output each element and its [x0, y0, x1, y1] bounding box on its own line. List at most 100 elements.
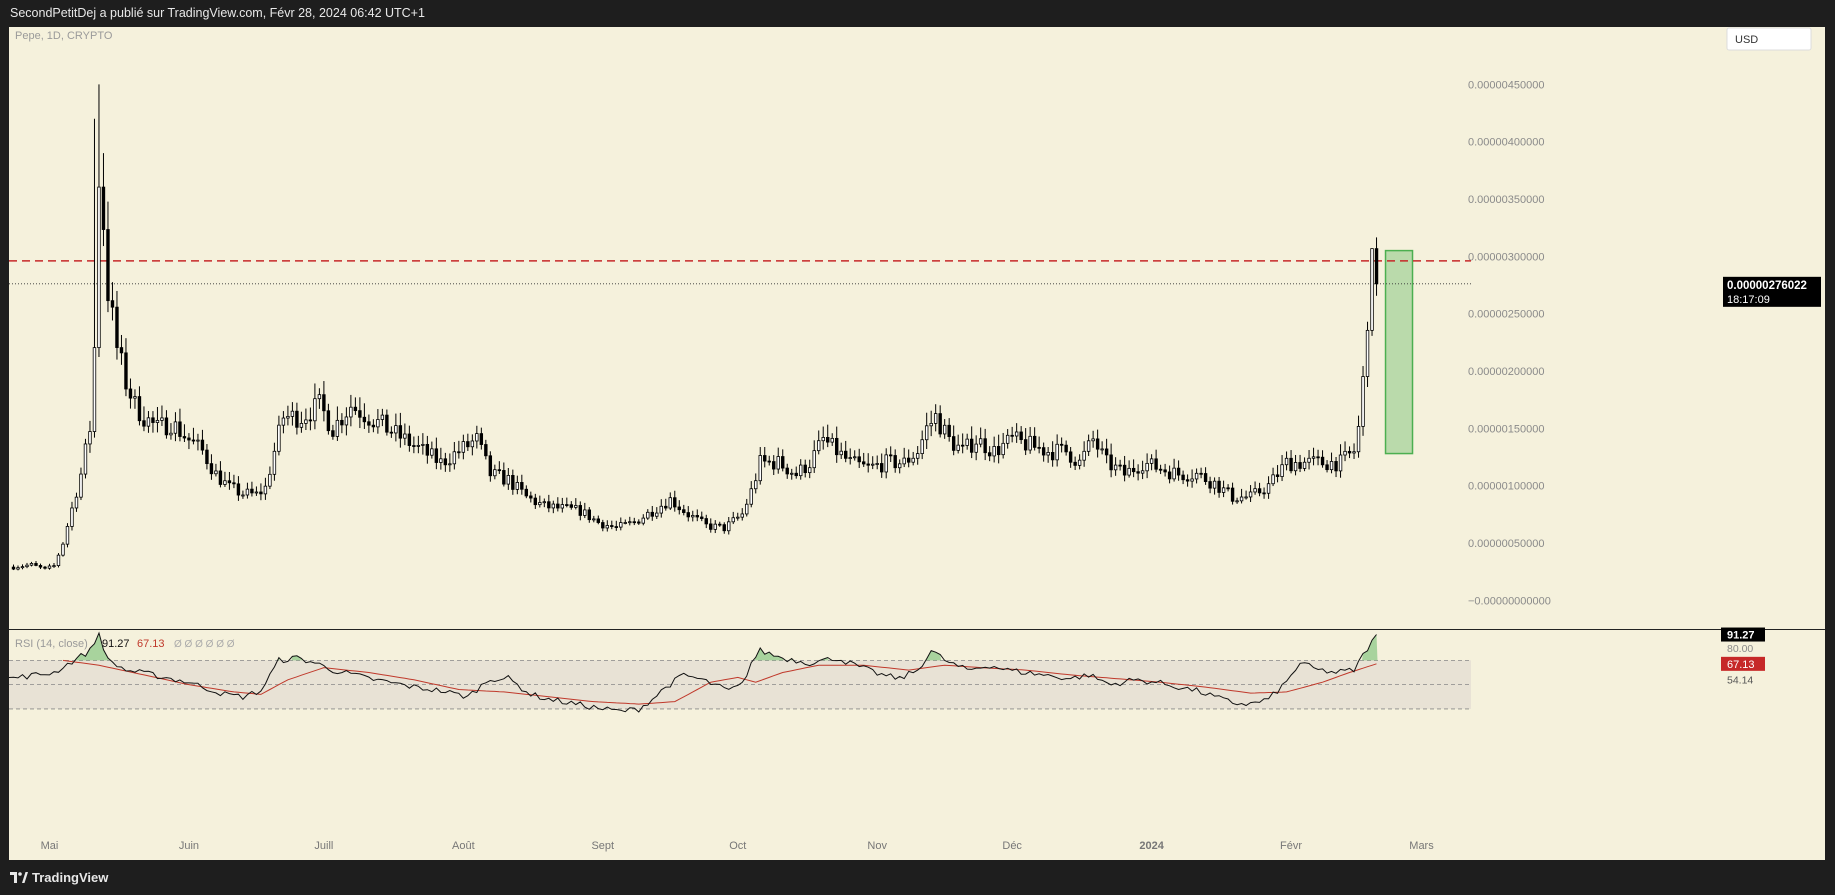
candle-body-up	[146, 417, 151, 427]
candle	[448, 453, 452, 472]
candle	[578, 501, 583, 521]
candle	[1235, 497, 1239, 504]
candle	[713, 520, 717, 534]
candle-body-down	[709, 523, 713, 530]
candle-body-up	[713, 523, 717, 530]
candle-body-down	[835, 437, 839, 456]
candle-body-down	[987, 452, 992, 457]
candle	[605, 520, 609, 532]
candle-body-up	[1293, 462, 1298, 472]
candle-body-up	[16, 567, 20, 570]
rsi-overbought-fill	[790, 658, 793, 661]
candle	[902, 447, 906, 468]
candle-body-down	[322, 394, 326, 412]
candle-body-up	[758, 455, 762, 482]
candle-body-up	[196, 439, 200, 442]
candle	[205, 444, 209, 470]
candle-body-up	[628, 521, 632, 524]
candle	[888, 446, 893, 462]
candle	[650, 505, 654, 521]
candle-body-down	[1257, 488, 1262, 494]
candle	[1293, 454, 1298, 476]
candle	[1023, 428, 1028, 456]
candle	[619, 517, 623, 531]
chart-frame[interactable]: 0.00000450000 0.00000400000 0.00000350000 0…	[9, 27, 1825, 860]
candle-body-down	[178, 421, 182, 437]
candle-body-up	[268, 473, 272, 487]
candle-body-down	[1131, 467, 1136, 473]
candle-body-up	[88, 431, 92, 445]
candle-body-up	[430, 448, 434, 456]
candle-body-up	[965, 438, 969, 446]
tradingview-logo[interactable]: TradingView	[10, 870, 108, 885]
candle-body-up	[1280, 464, 1284, 477]
candle-body-up	[349, 406, 353, 418]
candle-body-up	[1338, 454, 1343, 472]
candle-body-up	[641, 517, 645, 524]
candle-body-up	[821, 437, 825, 442]
candle	[340, 413, 344, 434]
candle-body-up	[929, 423, 933, 427]
candle	[704, 514, 708, 529]
candle-body-down	[1262, 492, 1266, 495]
candle	[1374, 237, 1379, 296]
chart-svg[interactable]: 0.00000450000 0.00000400000 0.00000350000 0…	[9, 27, 1825, 860]
candle-body-down	[772, 461, 776, 470]
candle	[880, 453, 884, 478]
candle	[1149, 454, 1154, 471]
candle-body-down	[844, 450, 848, 459]
rsi-overbought-fill	[291, 655, 303, 661]
candle	[677, 500, 681, 515]
candle	[1005, 429, 1010, 449]
candle	[951, 425, 956, 456]
candle-body-up	[214, 470, 218, 475]
candle	[1167, 465, 1172, 484]
candle	[1032, 427, 1037, 451]
time-tick-label: Mai	[41, 840, 59, 852]
candle-body-down	[1019, 431, 1023, 441]
candle	[484, 439, 488, 460]
candle	[74, 492, 79, 512]
candle	[520, 474, 524, 495]
candle	[515, 475, 520, 495]
candle-body-up	[1077, 459, 1082, 466]
candle-body-down	[1104, 448, 1109, 456]
candle-body-down	[578, 505, 583, 516]
candle	[542, 498, 547, 508]
candle	[1356, 415, 1361, 458]
candle-body-down	[1289, 457, 1293, 472]
candle-body-down	[763, 455, 767, 462]
candle-body-up	[160, 417, 164, 421]
candle	[214, 463, 218, 477]
candle	[920, 430, 924, 460]
candle	[479, 427, 484, 450]
candle-body-down	[488, 455, 493, 477]
candle	[56, 553, 61, 568]
candle-body-up	[619, 522, 623, 528]
candle	[897, 459, 902, 474]
currency-button[interactable]: USD	[1726, 27, 1812, 51]
candle-body-up	[839, 450, 843, 456]
candle	[754, 473, 758, 494]
candle	[929, 410, 933, 437]
candle-body-down	[794, 472, 798, 477]
candle	[1190, 469, 1194, 488]
candle-body-up	[403, 433, 407, 439]
candle	[430, 441, 434, 459]
candle-body-down	[1059, 443, 1064, 446]
candle-body-down	[101, 186, 106, 230]
candle	[277, 415, 281, 456]
candle-body-up	[286, 415, 290, 419]
last-price-tag: 0.00000276022 18:17:09	[1723, 276, 1821, 307]
candle-body-up	[933, 413, 938, 424]
candle-body-down	[880, 463, 884, 473]
candle-body-down	[1095, 438, 1100, 450]
candle	[412, 436, 416, 454]
candle	[272, 442, 277, 481]
candle	[1239, 488, 1244, 504]
candle	[623, 519, 627, 525]
candle-body-down	[857, 456, 861, 463]
candle	[178, 408, 182, 442]
candle-body-down	[826, 437, 830, 443]
currency-button-label: USD	[1735, 34, 1758, 46]
